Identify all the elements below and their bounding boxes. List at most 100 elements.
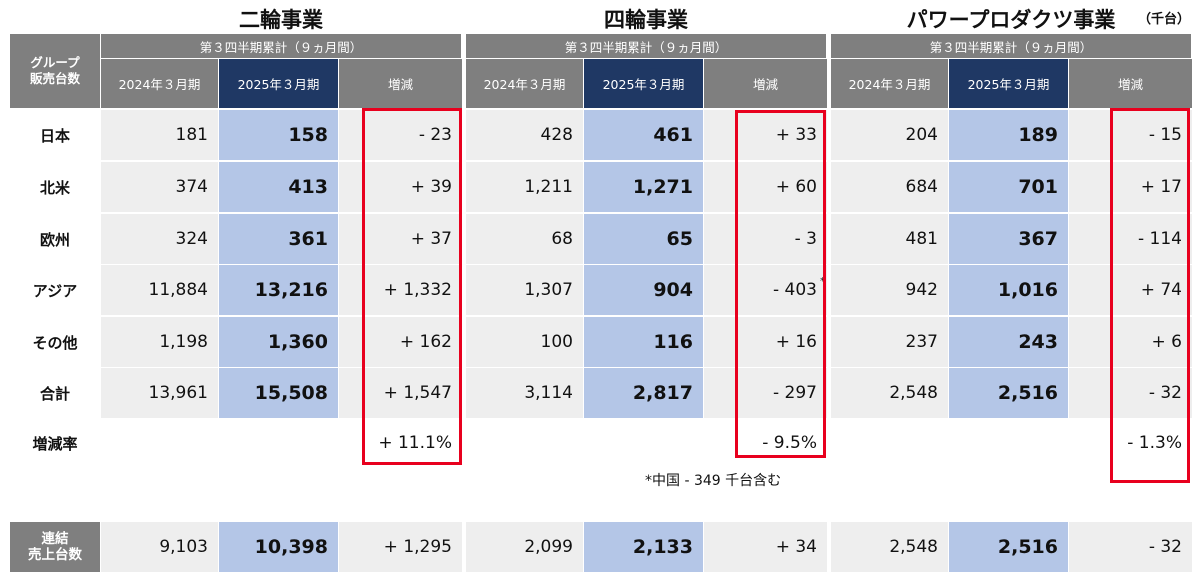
value-diff-text: + 33 [775,125,817,145]
value-curr: 65 [584,214,703,264]
value-diff-text: + 162 [399,332,452,352]
value-diff: - 23 [339,110,462,160]
row-label-1: 北米 [10,162,100,212]
value-diff: + 60 [704,162,827,212]
value-diff: + 1,547 [339,368,462,418]
value-curr: 904 [584,265,703,315]
value-prev: 481 [831,214,948,264]
col-diff-header-1: 増減 [704,59,827,108]
rate-value-0: + 11.1% [378,433,452,453]
col-diff-header-0: 増減 [339,59,462,108]
period-header-2: 第３四半期累計（９ヵ月間） [831,34,1191,58]
period-header-0: 第３四半期累計（９ヵ月間） [101,34,461,58]
value-diff: - 3 [704,214,827,264]
unit-label: （千台） [1138,12,1191,27]
col-curr-header-0: 2025年３月期 [219,59,338,108]
segment-title-0: 二輪事業 [239,8,323,32]
value-diff-text: - 15 [1148,125,1182,145]
col-prev-header-0: 2024年３月期 [101,59,218,108]
value-diff: + 16 [704,317,827,367]
value-prev: 1,211 [466,162,583,212]
value-diff-text: + 37 [410,229,452,249]
value-curr: 189 [949,110,1068,160]
value-diff: + 1,332 [339,265,462,315]
value-curr: 1,271 [584,162,703,212]
value-diff-text: + 6 [1151,332,1182,352]
consolidated-label: 連結 売上台数 [10,522,100,572]
value-prev: 1,198 [101,317,218,367]
value-curr: 413 [219,162,338,212]
row-label-0: 日本 [10,110,100,160]
highlight-box-1 [735,110,826,458]
value-curr: 2,817 [584,368,703,418]
value-curr: 1,016 [949,265,1068,315]
consol-diff: - 32 [1069,522,1192,572]
value-curr: 2,516 [949,368,1068,418]
value-diff-text: + 60 [775,177,817,197]
value-prev: 13,961 [101,368,218,418]
value-curr: 701 [949,162,1068,212]
value-diff-text: + 74 [1140,280,1182,300]
highlight-box-0 [362,108,462,465]
col-curr-header-1: 2025年３月期 [584,59,703,108]
value-diff: - 297 [704,368,827,418]
value-curr: 367 [949,214,1068,264]
value-prev: 3,114 [466,368,583,418]
col-prev-header-1: 2024年３月期 [466,59,583,108]
value-curr: 116 [584,317,703,367]
value-diff-text: + 1,332 [383,280,452,300]
value-diff-text: + 16 [775,332,817,352]
value-curr: 158 [219,110,338,160]
value-diff-text: + 1,547 [383,383,452,403]
period-header-1: 第３四半期累計（９ヵ月間） [466,34,826,58]
value-curr: 361 [219,214,338,264]
value-diff-text: + 39 [410,177,452,197]
value-prev: 324 [101,214,218,264]
value-diff-text: + 17 [1140,177,1182,197]
row-label-4: その他 [10,317,100,367]
footnote-mark: * [820,276,825,287]
segment-title-1: 四輪事業 [604,8,688,32]
value-prev: 684 [831,162,948,212]
value-prev: 1,307 [466,265,583,315]
consol-prev: 2,548 [831,522,948,572]
row-label-2: 欧州 [10,214,100,264]
highlight-box-2 [1110,108,1190,483]
segment-title-2: パワープロダクツ事業 [906,8,1116,32]
footnote: *中国 - 349 千台含む [645,473,782,489]
value-diff-text: - 297 [773,383,817,403]
value-diff-text: - 23 [418,125,452,145]
rate-value-1: - 9.5% [762,433,817,453]
value-diff-text: - 32 [1148,383,1182,403]
value-curr: 13,216 [219,265,338,315]
value-diff: + 6 [1069,317,1192,367]
row-label-5: 合計 [10,368,100,418]
value-curr: 15,508 [219,368,338,418]
value-diff: + 37 [339,214,462,264]
value-prev: 2,548 [831,368,948,418]
value-diff: + 17 [1069,162,1192,212]
consol-prev: 9,103 [101,522,218,572]
value-diff: - 32 [1069,368,1192,418]
value-prev: 11,884 [101,265,218,315]
value-prev: 374 [101,162,218,212]
value-prev: 942 [831,265,948,315]
value-prev: 68 [466,214,583,264]
value-curr: 461 [584,110,703,160]
value-diff: - 114 [1069,214,1192,264]
value-diff-text: - 3 [794,229,817,249]
rate-value-2: - 1.3% [1127,433,1182,453]
consol-diff: + 34 [704,522,827,572]
value-diff: - 15 [1069,110,1192,160]
group-sales-header: グループ 販売台数 [10,34,100,108]
col-prev-header-2: 2024年３月期 [831,59,948,108]
value-prev: 237 [831,317,948,367]
value-prev: 181 [101,110,218,160]
value-diff: + 162 [339,317,462,367]
value-prev: 204 [831,110,948,160]
consol-diff: + 1,295 [339,522,462,572]
value-curr: 243 [949,317,1068,367]
value-diff: - 403 * [704,265,827,315]
consol-curr: 2,133 [584,522,703,572]
value-diff: + 39 [339,162,462,212]
